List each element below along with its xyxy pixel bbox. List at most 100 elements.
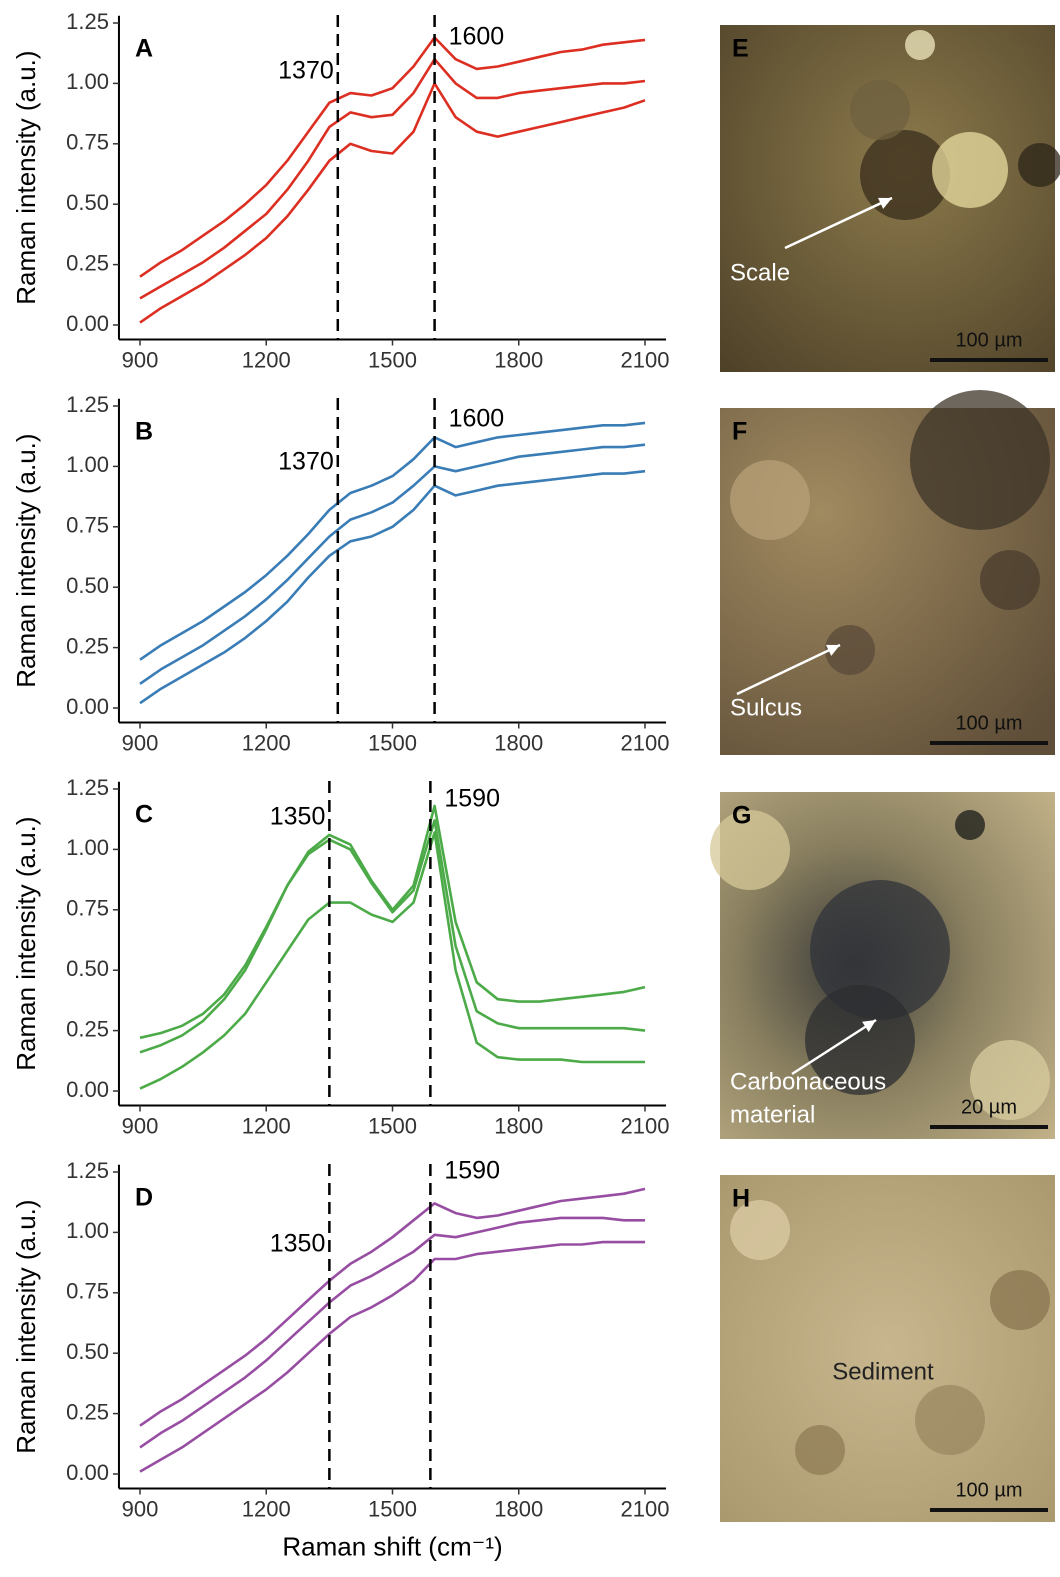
y-tick-label: 0.75 [66,130,109,155]
x-tick-label: 1800 [494,1113,543,1138]
spectrum-line [139,1216,645,1449]
texture [1018,143,1060,187]
peak-label: 1600 [449,23,505,51]
x-tick-label: 1500 [368,1496,417,1521]
annotation: Scale [730,259,790,286]
x-axis-title: Raman shift (cm⁻¹) [282,1531,502,1561]
arrow [784,196,893,250]
y-tick-label: 0.00 [66,1460,109,1485]
texture [850,80,910,140]
x-tick-label: 2100 [621,1113,670,1138]
annotation: material [730,1101,815,1128]
x-tick-label: 1200 [242,1113,291,1138]
arrow [791,1018,877,1076]
peak-label: 1370 [278,448,334,476]
texture [905,30,935,60]
arrow-head [878,197,892,209]
arrow-head [862,1020,876,1032]
x-tick-label: 1200 [242,1496,291,1521]
x-tick-label: 1200 [242,347,291,372]
x-tick-label: 1800 [494,730,543,755]
y-axis-title: Raman intensity (a.u.) [11,50,41,304]
texture [795,1425,845,1475]
peak-label: 1350 [270,803,326,831]
texture [730,460,810,540]
spectrum-line [139,469,646,705]
x-tick-label: 1800 [494,347,543,372]
y-tick-label: 1.00 [66,835,109,860]
peak-label: 1600 [449,405,505,433]
spectrum-line [139,36,646,278]
panel-label: H [732,1185,750,1213]
texture [810,880,950,1020]
texture [990,1270,1050,1330]
y-axis-title: Raman intensity (a.u.) [11,1199,41,1453]
y-tick-label: 1.00 [66,69,109,94]
spectrum-line [139,831,645,1090]
x-tick-label: 1800 [494,1496,543,1521]
y-tick-label: 0.00 [66,694,109,719]
x-tick-label: 2100 [621,730,670,755]
y-tick-label: 0.75 [66,1279,109,1304]
texture [805,985,915,1095]
annotation: Carbonaceous [730,1068,886,1095]
texture [932,132,1008,208]
texture [710,810,790,890]
texture [730,1200,790,1260]
panel-label: C [135,801,153,829]
y-tick-label: 1.25 [66,9,109,34]
texture [860,130,950,220]
peak-label: 1590 [444,1157,500,1185]
scale-bar-label: 100 µm [955,712,1022,734]
spectrum-line [139,1187,646,1427]
y-tick-label: 0.75 [66,896,109,921]
spectrum-line [139,819,646,1054]
x-tick-label: 900 [122,1496,159,1521]
y-tick-label: 1.00 [66,452,109,477]
peak-label: 1590 [444,785,500,813]
x-tick-label: 1500 [368,347,417,372]
x-tick-label: 1500 [368,1113,417,1138]
scale-bar-label: 100 µm [955,1479,1022,1501]
y-tick-label: 0.50 [66,190,109,215]
arrow-head [826,644,840,656]
panel-label: B [135,418,153,446]
y-tick-label: 0.50 [66,573,109,598]
x-tick-label: 900 [122,347,159,372]
y-tick-label: 1.00 [66,1218,109,1243]
spectrum-line [139,443,646,685]
annotation: Sediment [832,1358,934,1385]
spectrum-line [139,1240,645,1473]
scale-bar-label: 20 µm [961,1096,1017,1118]
x-tick-label: 2100 [621,347,670,372]
texture [970,1040,1050,1120]
y-tick-label: 0.25 [66,633,109,658]
peak-label: 1350 [270,1230,326,1258]
x-tick-label: 1500 [368,730,417,755]
texture [955,810,985,840]
y-axis-title: Raman intensity (a.u.) [11,433,41,687]
y-tick-label: 1.25 [66,775,109,800]
peak-label: 1370 [278,57,334,85]
x-tick-label: 900 [122,730,159,755]
texture [980,550,1040,610]
spectrum-line [139,57,646,300]
x-tick-label: 900 [122,1113,159,1138]
panel-label: F [732,418,747,446]
spectrum-line [139,82,646,324]
spectrum-line [139,421,646,661]
panel-label: E [732,35,749,63]
y-tick-label: 0.25 [66,1016,109,1041]
texture [825,625,875,675]
panel-label: G [732,802,751,830]
panel-label: A [135,35,153,63]
y-tick-label: 1.25 [66,392,109,417]
texture [910,390,1050,530]
y-tick-label: 1.25 [66,1158,109,1183]
x-tick-label: 2100 [621,1496,670,1521]
y-tick-label: 0.50 [66,1339,109,1364]
panel-label: D [135,1184,153,1212]
texture [915,1385,985,1455]
y-axis-title: Raman intensity (a.u.) [11,816,41,1070]
